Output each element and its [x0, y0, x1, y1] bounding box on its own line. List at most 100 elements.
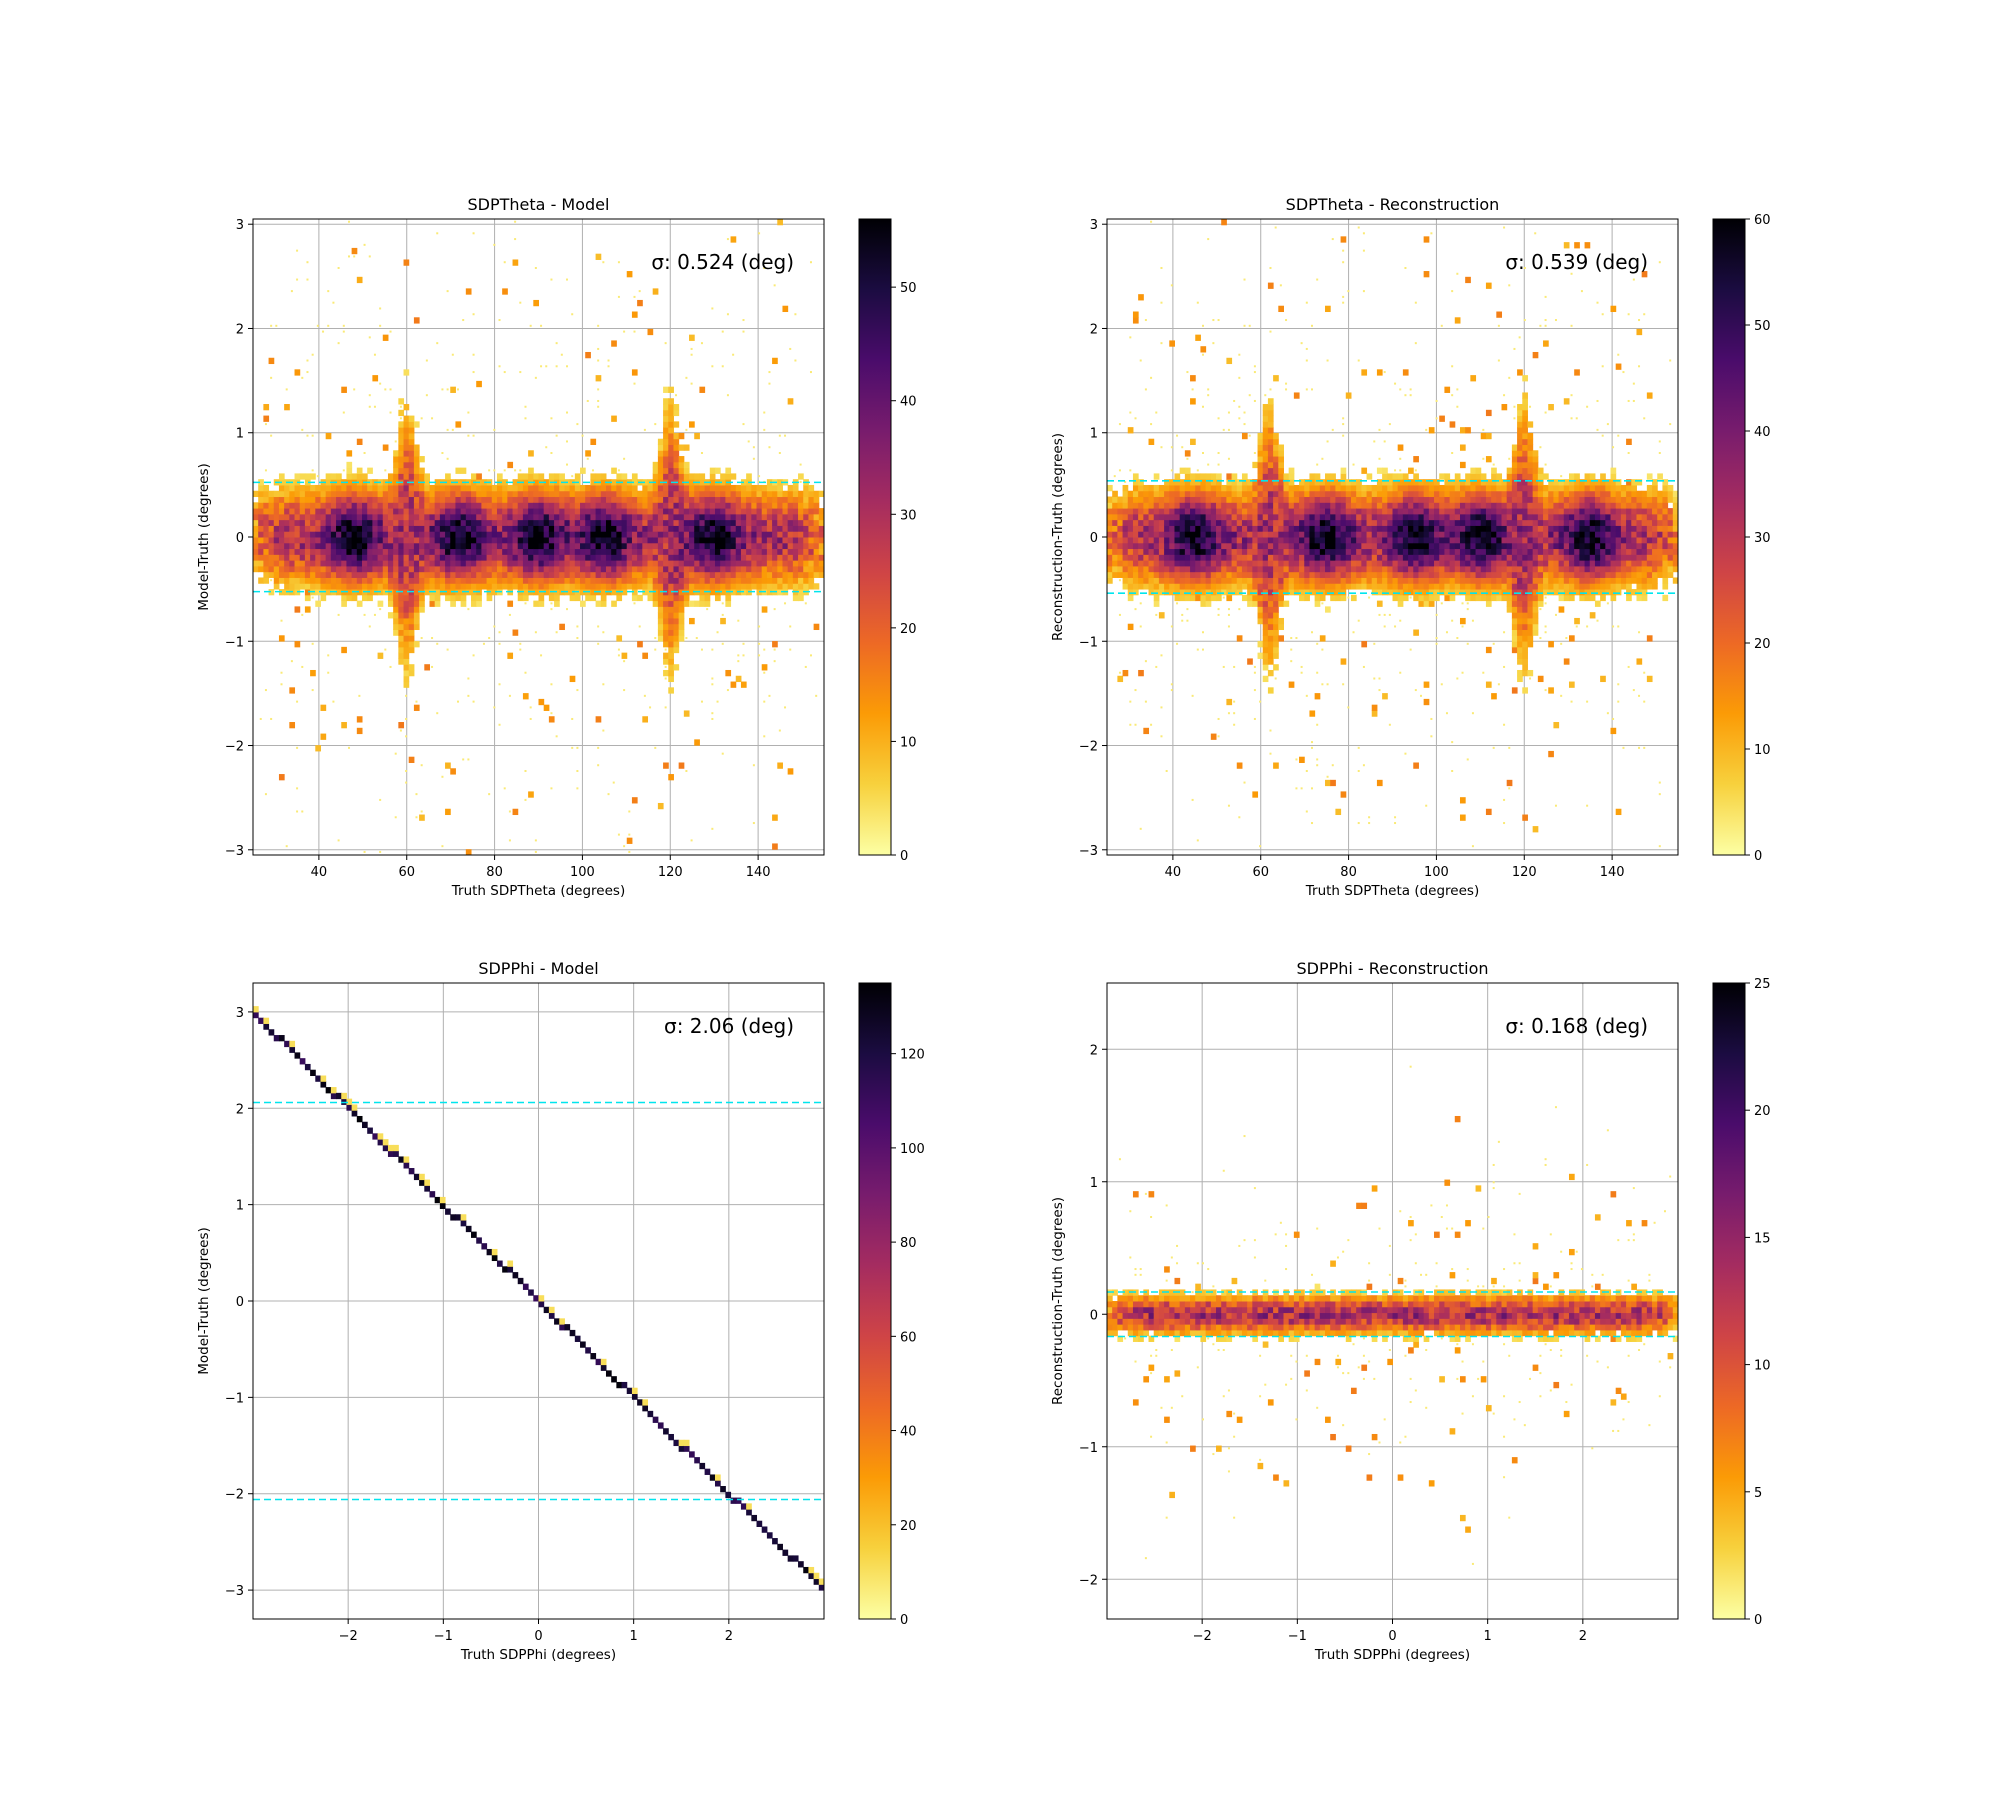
- heatmap-cell: [642, 490, 649, 498]
- heatmap-cell: [439, 496, 446, 503]
- heatmap-cell: [652, 577, 659, 584]
- heatmap-cell: [590, 565, 597, 573]
- heatmap-cell: [398, 496, 405, 503]
- heatmap-cell: [694, 502, 700, 509]
- heatmap-cell: [465, 537, 472, 544]
- heatmap-cell: [1184, 484, 1191, 492]
- heatmap-cell: [1283, 583, 1290, 590]
- heatmap-cell: [766, 565, 773, 573]
- heatmap-cell: [1309, 496, 1316, 503]
- heatmap-cell: [763, 266, 766, 269]
- heatmap-cell: [311, 353, 314, 356]
- heatmap-cell: [1200, 484, 1207, 492]
- heatmap-cell: [289, 508, 296, 515]
- heatmap-cell: [403, 525, 410, 532]
- heatmap-cell: [413, 594, 420, 602]
- heatmap-cell: [772, 537, 778, 544]
- heatmap-cell: [714, 525, 721, 532]
- heatmap-cell: [330, 560, 337, 567]
- heatmap-cell: [398, 594, 405, 602]
- x-tick-label: 140: [746, 865, 771, 880]
- heatmap-cell: [1356, 565, 1362, 573]
- heatmap-cell: [1304, 484, 1310, 492]
- heatmap-cell: [1456, 405, 1459, 408]
- heatmap-cell: [1466, 642, 1469, 645]
- heatmap-cell: [709, 565, 716, 573]
- heatmap-cell: [730, 508, 737, 515]
- heatmap-cell: [1345, 531, 1352, 538]
- heatmap-cell: [413, 565, 420, 573]
- heatmap-cell: [450, 600, 456, 607]
- heatmap-cell: [1314, 479, 1321, 486]
- heatmap-cell: [772, 496, 778, 503]
- heatmap-cell: [574, 571, 581, 578]
- heatmap-cell: [445, 808, 451, 816]
- heatmap-cell: [675, 394, 678, 397]
- heatmap-cell: [429, 600, 436, 607]
- heatmap-cell: [1288, 508, 1295, 515]
- heatmap-cell: [1170, 446, 1173, 449]
- heatmap-cell: [652, 600, 659, 607]
- heatmap-cell: [673, 577, 680, 584]
- heatmap-cell: [580, 502, 586, 509]
- heatmap-cell: [1267, 612, 1274, 619]
- heatmap-cell: [1335, 542, 1342, 550]
- heatmap-cell: [330, 542, 337, 550]
- heatmap-cell: [1376, 589, 1383, 596]
- heatmap-cell: [678, 508, 685, 515]
- heatmap-cell: [637, 525, 643, 532]
- heatmap-cell: [1273, 762, 1279, 769]
- heatmap-cell: [1299, 519, 1305, 526]
- heatmap-cell: [777, 583, 783, 590]
- heatmap-cell: [1273, 444, 1279, 451]
- heatmap-cell: [1117, 519, 1124, 526]
- heatmap-cell: [517, 554, 524, 561]
- heatmap-cell: [393, 606, 399, 613]
- heatmap-cell: [657, 496, 664, 503]
- heatmap-cell: [1444, 496, 1451, 503]
- heatmap-cell: [1449, 496, 1456, 503]
- heatmap-cell: [522, 484, 529, 492]
- heatmap-cell: [742, 330, 745, 333]
- heatmap-cell: [538, 594, 545, 602]
- heatmap-cell: [424, 496, 430, 503]
- heatmap-cell: [1288, 502, 1295, 509]
- heatmap-cell: [429, 513, 436, 521]
- heatmap-cell: [574, 508, 581, 515]
- heatmap-cell: [1285, 388, 1288, 391]
- heatmap-cell: [522, 594, 529, 602]
- heatmap-cell: [1107, 554, 1113, 561]
- heatmap-cell: [1371, 484, 1378, 492]
- heatmap-cell: [1423, 548, 1430, 555]
- heatmap-cell: [699, 479, 706, 486]
- heatmap-cell: [1112, 554, 1118, 561]
- heatmap-cell: [486, 548, 493, 555]
- heatmap-cell: [419, 467, 425, 474]
- heatmap-cell: [1231, 484, 1238, 492]
- heatmap-cell: [315, 490, 321, 498]
- heatmap-cell: [289, 537, 296, 544]
- heatmap-cell: [690, 382, 693, 385]
- heatmap-cell: [1392, 525, 1399, 532]
- heatmap-cell: [1124, 480, 1127, 483]
- heatmap-cell: [310, 554, 316, 561]
- heatmap-cell: [631, 577, 638, 584]
- heatmap-cell: [616, 484, 623, 492]
- heatmap-cell: [528, 496, 534, 503]
- heatmap-cell: [1210, 542, 1217, 550]
- heatmap-cell: [1200, 519, 1207, 526]
- heatmap-cell: [387, 583, 394, 590]
- heatmap-cell: [315, 484, 321, 492]
- heatmap-cell: [1293, 554, 1300, 561]
- heatmap-cell: [1221, 519, 1227, 526]
- heatmap-cell: [362, 531, 368, 538]
- heatmap-cell: [1143, 727, 1150, 735]
- heatmap-cell: [496, 508, 503, 515]
- heatmap-cell: [751, 577, 758, 584]
- heatmap-cell: [1210, 589, 1217, 596]
- heatmap-cell: [1247, 513, 1253, 521]
- heatmap-cell: [673, 438, 680, 445]
- heatmap-cell: [689, 484, 695, 492]
- heatmap-cell: [1253, 399, 1256, 402]
